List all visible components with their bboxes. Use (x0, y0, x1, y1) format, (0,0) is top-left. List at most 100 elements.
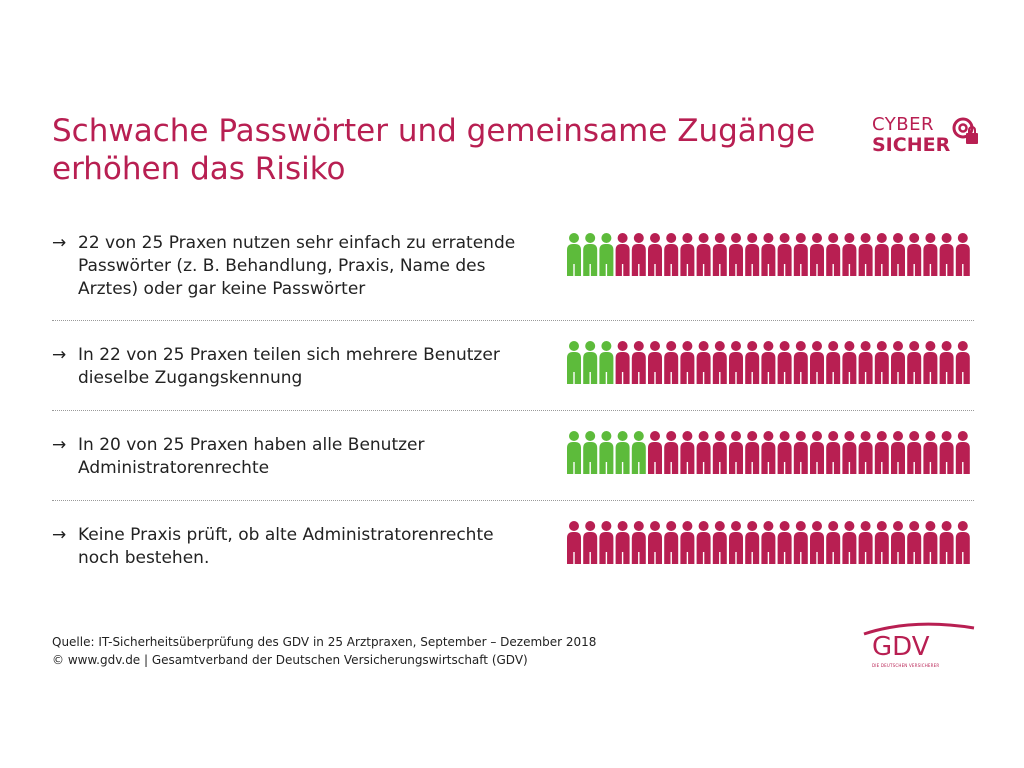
risk-person-icon (842, 521, 857, 564)
copyright-note: © www.gdv.de | Gesamtverband der Deutsch… (52, 653, 528, 667)
people-chart-4 (567, 521, 970, 564)
arrow-icon: → (52, 435, 67, 455)
risk-person-icon (907, 341, 922, 384)
risk-person-icon (826, 341, 841, 384)
risk-person-icon (907, 521, 922, 564)
ok-person-icon (631, 431, 646, 474)
risk-person-icon (939, 521, 954, 564)
risk-person-icon (793, 233, 808, 276)
people-chart-1 (567, 233, 970, 276)
risk-person-icon (777, 341, 792, 384)
risk-person-icon (923, 233, 938, 276)
risk-person-icon (891, 431, 905, 474)
stat-text: In 20 von 25 Praxen haben alle Benutzer … (78, 435, 425, 478)
risk-person-icon (648, 233, 662, 276)
ok-person-icon (583, 341, 598, 384)
risk-person-icon (712, 521, 727, 564)
ok-person-icon (583, 431, 598, 474)
risk-person-icon (923, 341, 938, 384)
title-line-2: erhöhen das Risiko (52, 151, 346, 187)
risk-person-icon (631, 521, 646, 564)
risk-person-icon (826, 521, 841, 564)
gdv-logo-text: GDV (872, 632, 930, 662)
lock-icon (952, 117, 978, 144)
risk-person-icon (874, 341, 889, 384)
risk-person-icon (810, 233, 824, 276)
title-line-1: Schwache Passwörter und gemeinsame Zugän… (52, 113, 816, 149)
ok-person-icon (567, 233, 581, 276)
risk-person-icon (939, 233, 954, 276)
risk-person-icon (810, 341, 824, 384)
risk-person-icon (664, 431, 679, 474)
risk-person-icon (648, 341, 662, 384)
risk-person-icon (842, 431, 857, 474)
risk-person-icon (599, 521, 614, 564)
gdv-logo: GDV DIE DEUTSCHEN VERSICHERER (862, 618, 984, 670)
people-chart-3 (567, 431, 970, 474)
risk-person-icon (664, 341, 679, 384)
ok-person-icon (567, 431, 581, 474)
logo-sicher-text: SICHER (872, 134, 951, 156)
risk-person-icon (745, 233, 760, 276)
risk-person-icon (858, 431, 873, 474)
risk-person-icon (939, 431, 954, 474)
risk-person-icon (631, 233, 646, 276)
arrow-icon: → (52, 233, 67, 253)
ok-person-icon (615, 431, 630, 474)
risk-person-icon (696, 233, 711, 276)
divider (52, 500, 974, 501)
risk-person-icon (583, 521, 598, 564)
risk-person-icon (729, 341, 743, 384)
risk-person-icon (907, 233, 922, 276)
risk-person-icon (842, 341, 857, 384)
risk-person-icon (777, 521, 792, 564)
risk-person-icon (923, 431, 938, 474)
risk-person-icon (615, 233, 630, 276)
risk-person-icon (729, 431, 743, 474)
arrow-icon: → (52, 525, 67, 545)
risk-person-icon (858, 521, 873, 564)
risk-person-icon (777, 233, 792, 276)
risk-person-icon (615, 521, 630, 564)
risk-person-icon (761, 431, 776, 474)
risk-person-icon (874, 521, 889, 564)
divider (52, 410, 974, 411)
risk-person-icon (793, 521, 808, 564)
risk-person-icon (874, 431, 889, 474)
risk-person-icon (680, 341, 695, 384)
risk-person-icon (745, 521, 760, 564)
risk-person-icon (680, 431, 695, 474)
risk-person-icon (826, 431, 841, 474)
risk-person-icon (712, 431, 727, 474)
risk-person-icon (955, 341, 970, 384)
risk-person-icon (712, 341, 727, 384)
risk-person-icon (631, 341, 646, 384)
risk-person-icon (696, 521, 711, 564)
risk-person-icon (907, 431, 922, 474)
risk-person-icon (955, 233, 970, 276)
risk-person-icon (729, 521, 743, 564)
stat-text: In 22 von 25 Praxen teilen sich mehrere … (78, 345, 500, 388)
footer: Quelle: IT-Sicherheitsüberprüfung des GD… (52, 633, 596, 669)
risk-person-icon (939, 341, 954, 384)
divider (52, 320, 974, 321)
ok-person-icon (599, 233, 614, 276)
risk-person-icon (696, 341, 711, 384)
risk-person-icon (891, 521, 905, 564)
gdv-logo-subtitle: DIE DEUTSCHEN VERSICHERER (872, 663, 940, 668)
logo-cyber-text: CYBER (872, 114, 934, 135)
risk-person-icon (745, 431, 760, 474)
risk-person-icon (761, 521, 776, 564)
risk-person-icon (955, 431, 970, 474)
risk-person-icon (761, 341, 776, 384)
risk-person-icon (810, 431, 824, 474)
people-chart-2 (567, 341, 970, 384)
source-note: Quelle: IT-Sicherheitsüberprüfung des GD… (52, 635, 597, 649)
risk-person-icon (858, 341, 873, 384)
gdv-swoosh-icon (863, 622, 975, 636)
risk-person-icon (923, 521, 938, 564)
risk-person-icon (874, 233, 889, 276)
risk-person-icon (615, 341, 630, 384)
ok-person-icon (599, 341, 614, 384)
ok-person-icon (599, 431, 614, 474)
